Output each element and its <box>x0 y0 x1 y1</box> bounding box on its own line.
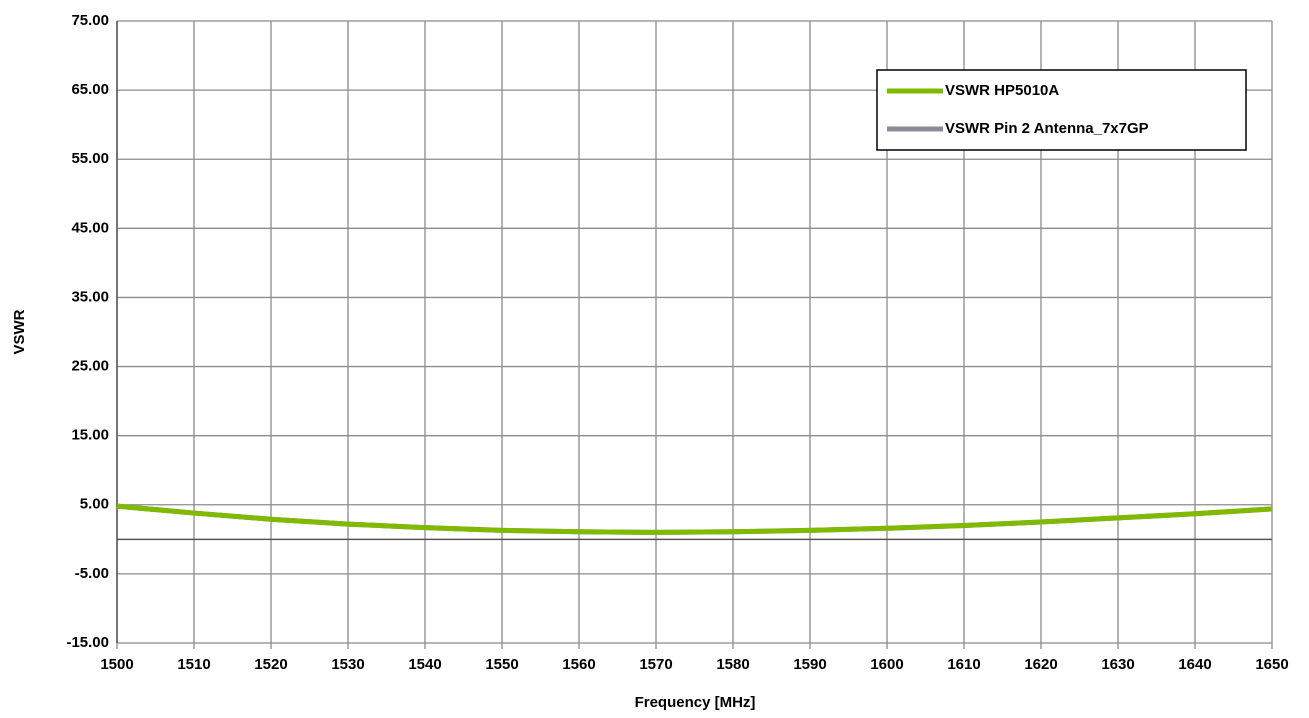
y-tick-label: 5.00 <box>80 496 109 513</box>
series-line <box>116 503 1273 535</box>
x-tick-label: 1510 <box>177 656 210 673</box>
y-tick-label: 45.00 <box>71 219 109 236</box>
x-tick-label: 1560 <box>562 656 595 673</box>
y-tick-label: 35.00 <box>71 288 109 305</box>
x-tick-label: 1640 <box>1178 656 1211 673</box>
x-tick-label: 1580 <box>716 656 749 673</box>
x-tick-label: 1600 <box>870 656 903 673</box>
x-tick-label: 1530 <box>331 656 364 673</box>
x-tick-label: 1650 <box>1255 656 1288 673</box>
y-tick-label: -15.00 <box>66 634 109 651</box>
x-tick-label: 1630 <box>1101 656 1134 673</box>
x-tick-label: 1620 <box>1024 656 1057 673</box>
x-tick-label: 1570 <box>639 656 672 673</box>
x-tick-label: 1610 <box>947 656 980 673</box>
x-tick-label: 1590 <box>793 656 826 673</box>
legend-box <box>876 69 1247 151</box>
y-tick-label: -5.00 <box>75 565 109 582</box>
x-axis-label: Frequency [MHz] <box>635 694 756 711</box>
legend-label: VSWR HP5010A <box>945 82 1059 99</box>
y-tick-label: 55.00 <box>71 150 109 167</box>
y-tick-label: 25.00 <box>71 358 109 375</box>
x-tick-label: 1550 <box>485 656 518 673</box>
x-tick-label: 1540 <box>408 656 441 673</box>
x-tick-label: 1520 <box>254 656 287 673</box>
y-tick-label: 15.00 <box>71 427 109 444</box>
y-tick-label: 75.00 <box>71 12 109 29</box>
x-tick-label: 1500 <box>100 656 133 673</box>
y-tick-label: 65.00 <box>71 81 109 98</box>
y-axis-label: VSWR <box>11 309 28 354</box>
legend-label: VSWR Pin 2 Antenna_7x7GP <box>945 120 1149 137</box>
